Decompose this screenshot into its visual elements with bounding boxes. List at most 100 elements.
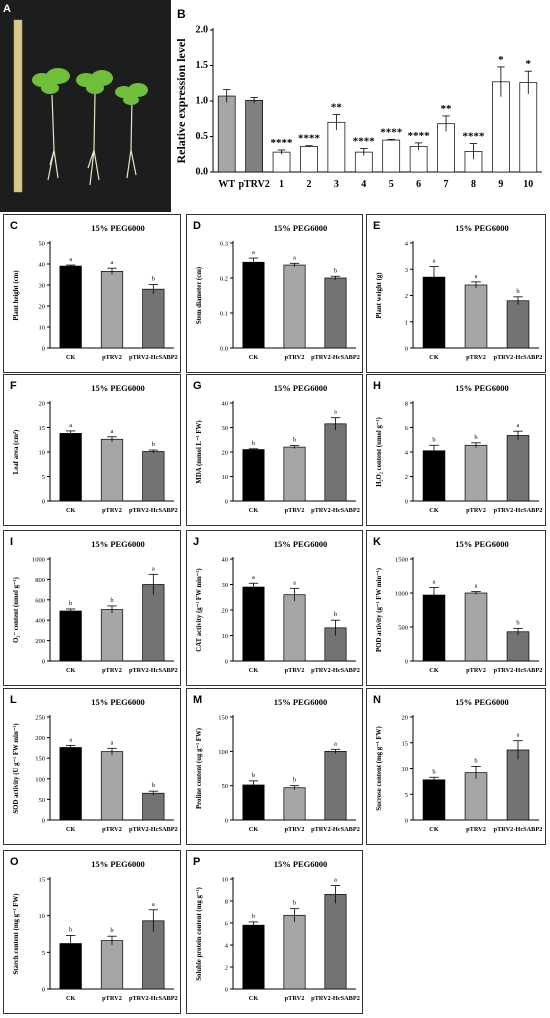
- chart-title: 15% PEG6000: [274, 539, 328, 549]
- chart-svg: F 15% PEG6000 Leaf area (cm²) 0 5 10 15 20 a CK a p…: [10, 380, 178, 514]
- x-tick-label: pTRV2-HcSABP2: [311, 826, 360, 833]
- chart-panel-j: J 15% PEG6000 CAT activity (g⁻¹ FW min⁻¹) 0…: [186, 530, 363, 686]
- significance-label: *: [498, 54, 504, 66]
- y-tick-label: 2: [405, 474, 408, 481]
- significance-label: ****: [380, 126, 403, 138]
- x-tick-label: pTRV2-HcSABP2: [129, 667, 178, 674]
- y-tick-label: 5: [405, 792, 408, 799]
- y-tick-label: 150: [218, 715, 228, 722]
- significance-label: a: [517, 422, 520, 429]
- chart-svg: E 15% PEG6000 Plant weight (g) 0 1 2 3 4 a CK a pTR…: [373, 220, 542, 361]
- chart-panel-h: H 15% PEG6000 H₂O₂ content (umol g⁻¹) 0 2 4 6 8…: [366, 374, 546, 526]
- chart-svg: M 15% PEG6000 Proline content (ug g⁻¹ FW) 0…: [193, 694, 360, 833]
- significance-label: b: [334, 267, 337, 274]
- bar: [142, 288, 165, 349]
- x-tick-label: CK: [66, 826, 76, 833]
- y-tick-label: 5: [42, 950, 45, 957]
- chart-panel-e: E 15% PEG6000 Plant weight (g) 0 1 2 3 4 a CK a pTR…: [366, 214, 546, 373]
- x-tick-label: pTRV2-HcSABP2: [494, 507, 543, 514]
- y-tick-label: 20: [39, 401, 46, 408]
- chart-title: 15% PEG6000: [274, 859, 328, 869]
- x-tick-label: pTRV2-HcSABP2: [129, 354, 178, 361]
- significance-label: b: [110, 597, 113, 604]
- significance-label: b: [252, 772, 255, 779]
- bar: [100, 270, 124, 349]
- significance-label: a: [293, 254, 296, 261]
- chart-panel-c: C 15% PEG6000 Plant height (cm) 0 10 20 30 40 50…: [3, 214, 181, 373]
- x-tick-label: pTRV2-HcSABP2: [494, 826, 543, 833]
- y-tick-label: 0: [225, 987, 228, 994]
- bar: [242, 449, 265, 502]
- chart-svg: J 15% PEG6000 CAT activity (g⁻¹ FW min⁻¹) 0…: [193, 536, 360, 674]
- significance-label: a: [517, 732, 520, 739]
- y-tick-label: 0: [42, 987, 45, 994]
- significance-label: a: [111, 739, 114, 746]
- chart-title: 15% PEG6000: [455, 697, 509, 707]
- bar: [59, 433, 82, 502]
- significance-label: ****: [462, 131, 485, 143]
- significance-label: a: [111, 428, 114, 435]
- chart-panel-o: O 15% PEG6000 Starch content (mg g⁻¹ FW) 0 5…: [3, 850, 181, 1014]
- y-tick-label: 0.1: [220, 311, 228, 318]
- y-tick-label: 50: [39, 797, 46, 804]
- y-tick-label: 0: [42, 499, 45, 506]
- significance-label: ****: [408, 130, 431, 142]
- significance-label: b: [110, 927, 113, 934]
- x-tick-label: pTRV2-HcSABP2: [494, 667, 543, 674]
- x-tick-label: CK: [249, 354, 259, 361]
- x-tick-label: pTRV2: [466, 354, 486, 361]
- y-axis-label: O₂⁻ content (nmol g⁻¹): [13, 577, 20, 643]
- chart-svg: N 15% PEG6000 Sucrose content (mg g⁻¹ FW) 0…: [373, 694, 543, 833]
- significance-label: a: [111, 259, 114, 266]
- y-tick-label: 10: [39, 450, 46, 457]
- chart-title: 15% PEG6000: [91, 859, 145, 869]
- significance-label: **: [331, 101, 343, 113]
- y-axis-label: Leaf area (cm²): [13, 430, 20, 475]
- y-tick-label: 0: [42, 818, 45, 825]
- x-tick-label: 8: [471, 179, 476, 190]
- bar: [464, 772, 488, 821]
- bar: [283, 594, 306, 662]
- y-axis-label: POD activity (g⁻¹ FW min⁻¹): [376, 568, 383, 652]
- significance-label: a: [69, 422, 72, 429]
- y-tick-label: 250: [35, 715, 45, 722]
- significance-label: b: [69, 600, 72, 607]
- chart-svg: O 15% PEG6000 Starch content (mg g⁻¹ FW) 0 5…: [10, 856, 178, 1002]
- x-tick-label: 10: [523, 179, 533, 190]
- significance-label: ****: [353, 136, 376, 148]
- chart-title: 15% PEG6000: [91, 383, 145, 393]
- y-tick-label: 0: [225, 499, 228, 506]
- y-tick-label: 2: [405, 293, 408, 300]
- chart-title: 15% PEG6000: [274, 223, 328, 233]
- y-tick-label: 2: [225, 965, 228, 972]
- significance-label: ****: [271, 137, 294, 149]
- chart-title: 15% PEG6000: [455, 383, 509, 393]
- bar: [283, 787, 306, 821]
- x-tick-label: CK: [66, 995, 76, 1002]
- significance-label: b: [152, 441, 155, 448]
- chart-title: 15% PEG6000: [91, 539, 145, 549]
- y-axis-label: Soluble protein content (mg g⁻¹): [196, 887, 203, 980]
- significance-label: b: [432, 436, 435, 443]
- plant-photo-illustration: [0, 0, 171, 212]
- plant-photo-panel: A: [0, 0, 171, 212]
- y-tick-label: 4: [405, 450, 409, 457]
- bar: [464, 592, 488, 662]
- x-tick-label: CK: [66, 667, 76, 674]
- bar: [142, 584, 165, 662]
- x-tick-label: CK: [66, 354, 76, 361]
- y-tick-label: 600: [35, 597, 45, 604]
- panel-label: N: [373, 694, 381, 706]
- x-tick-label: CK: [249, 667, 259, 674]
- y-tick-label: 100: [35, 776, 45, 783]
- chart-svg: D 15% PEG6000 Stem diameter (cm) 0.0 0.1 0.2 0…: [193, 220, 360, 361]
- y-tick-label: 0: [405, 818, 408, 825]
- x-tick-label: CK: [249, 995, 259, 1002]
- bar: [242, 586, 265, 662]
- y-tick-label: 200: [35, 638, 45, 645]
- significance-label: a: [252, 249, 255, 256]
- y-tick-label: 20: [39, 304, 46, 311]
- x-tick-label: pTRV2: [285, 826, 305, 833]
- chart-title: 15% PEG6000: [91, 697, 145, 707]
- bar: [272, 151, 291, 173]
